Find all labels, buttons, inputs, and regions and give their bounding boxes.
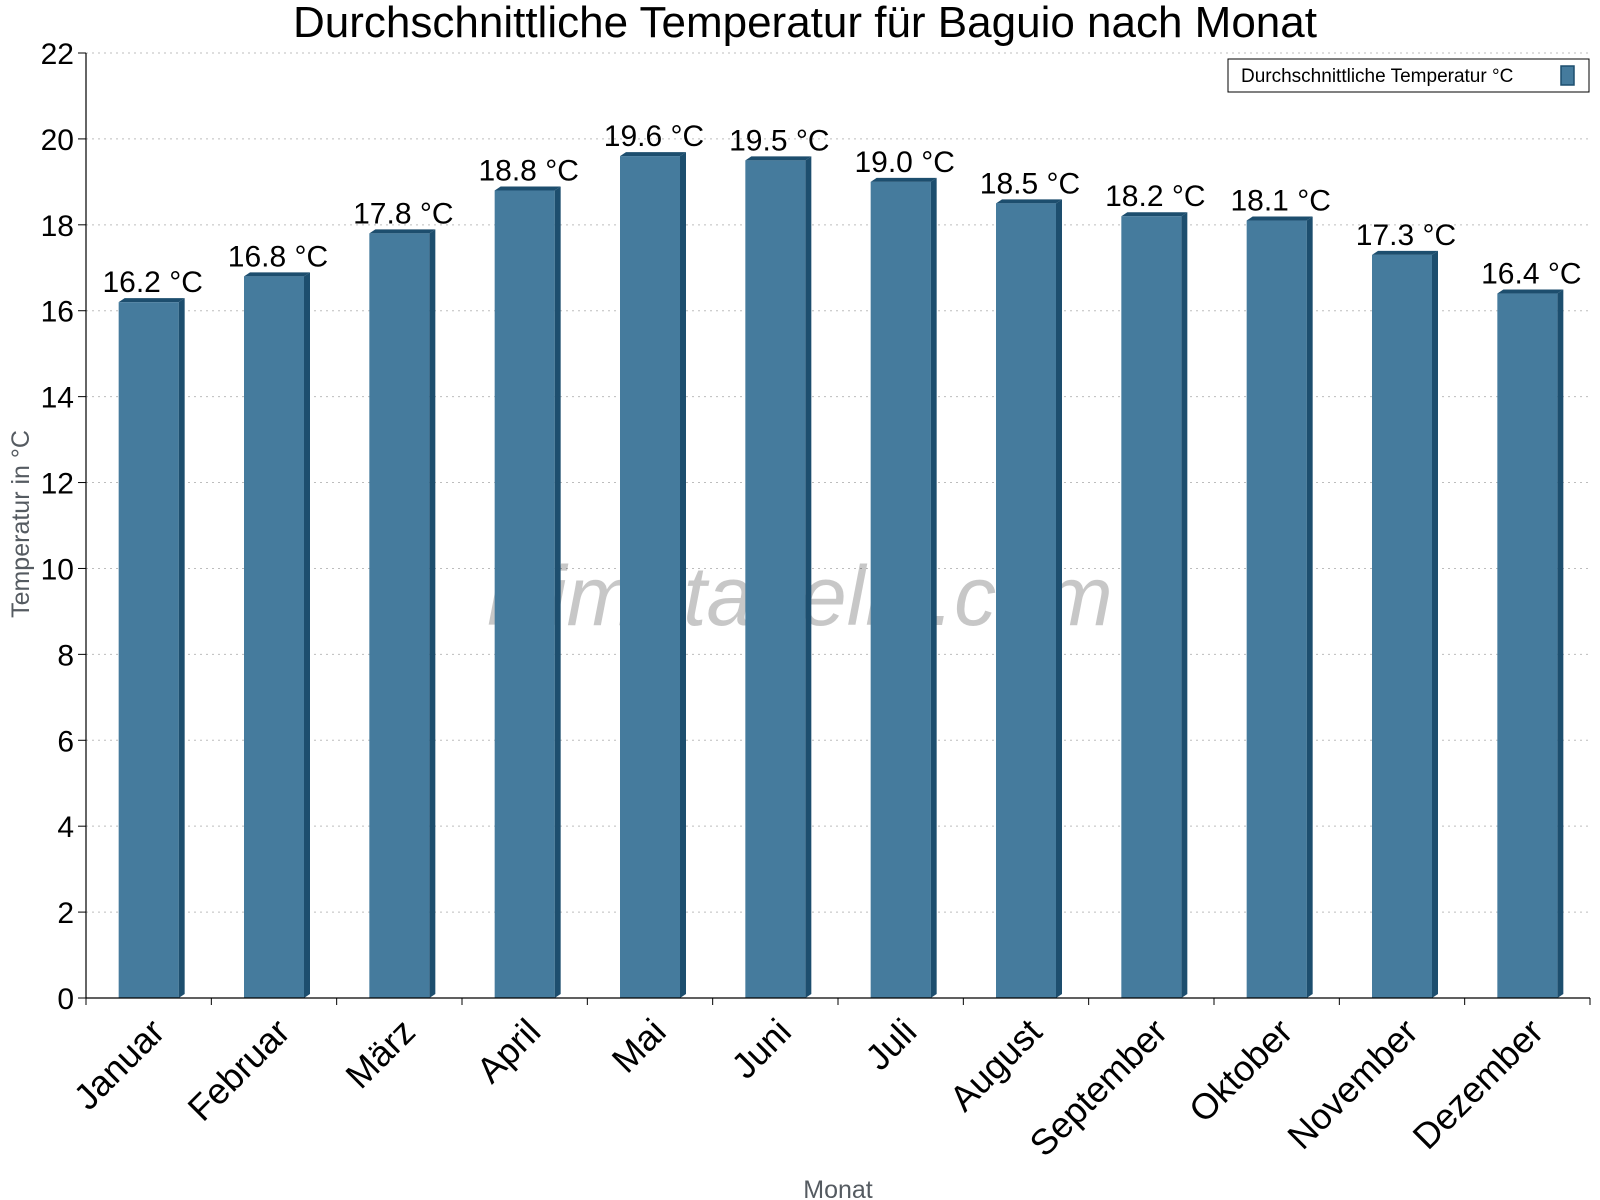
x-tick-label: März [337, 1011, 423, 1097]
bars [118, 152, 1564, 999]
data-label: 18.8 °C [478, 154, 578, 187]
x-tick-label: Dezember [1405, 1011, 1551, 1157]
bar-top [745, 156, 812, 161]
data-label: 18.5 °C [980, 167, 1080, 200]
y-tick-label: 2 [57, 897, 74, 930]
y-tick-label: 8 [57, 639, 74, 672]
y-tick-label: 22 [41, 38, 74, 71]
y-tick-label: 6 [57, 725, 74, 758]
bar-side [1056, 199, 1062, 998]
y-tick-label: 0 [57, 983, 74, 1016]
bar-top [369, 229, 436, 234]
legend-label: Durchschnittliche Temperatur °C [1241, 66, 1513, 87]
bar [870, 181, 931, 998]
y-tick-label: 4 [57, 811, 74, 844]
bar [1121, 216, 1182, 998]
x-tick-label: August [941, 1011, 1049, 1119]
bar-side [178, 298, 185, 998]
bar-side [1557, 289, 1564, 999]
bar [244, 276, 304, 998]
x-tick-label: Februar [180, 1011, 298, 1129]
data-label: 19.6 °C [604, 120, 704, 153]
bar [1372, 254, 1432, 999]
bar-side [930, 177, 937, 998]
data-label: 18.2 °C [1105, 180, 1205, 213]
bar [494, 190, 555, 999]
y-tick-label: 10 [41, 553, 74, 586]
legend-swatch [1560, 65, 1575, 86]
bar-side [680, 152, 686, 998]
y-tick-label: 12 [41, 468, 74, 501]
x-tick-label: Juni [723, 1011, 799, 1087]
chart-title: Durchschnittliche Temperatur für Baguio … [293, 0, 1317, 47]
bar-top [996, 199, 1062, 204]
data-label: 19.0 °C [854, 146, 954, 179]
bar-top [620, 152, 686, 157]
bar [1246, 220, 1307, 999]
axes: 0 2 4 6 8 10 12 14 16 18 20 22 [41, 38, 1591, 1016]
legend: Durchschnittliche Temperatur °C [1227, 58, 1590, 93]
bar-side [805, 156, 812, 999]
bar-side [1306, 216, 1313, 999]
data-label: 17.8 °C [353, 197, 453, 230]
bar-top [1121, 212, 1188, 217]
bar-top [244, 272, 310, 277]
bar-top [494, 186, 561, 191]
bar [745, 160, 806, 999]
y-tick-label: 18 [41, 210, 74, 243]
bar-side [304, 272, 310, 998]
data-label: 16.8 °C [228, 240, 328, 273]
data-label: 17.3 °C [1356, 219, 1456, 252]
bar-side [554, 186, 561, 999]
bar-top [1497, 289, 1564, 294]
data-label: 18.1 °C [1230, 185, 1330, 218]
y-tick-label: 20 [41, 124, 74, 157]
bar [996, 203, 1056, 998]
data-label: 16.4 °C [1481, 258, 1581, 291]
bar-top [1372, 250, 1438, 255]
bar-side [1432, 250, 1438, 999]
x-tick-label: Mai [604, 1011, 674, 1081]
data-label: 19.5 °C [729, 124, 829, 157]
bar [1497, 293, 1558, 999]
data-label: 16.2 °C [102, 266, 202, 299]
bar [620, 156, 680, 998]
legend-box [1227, 58, 1590, 93]
x-axis-title: Monat [803, 1176, 873, 1200]
bar [118, 302, 179, 998]
bar-side [429, 229, 436, 999]
x-tick-label: Oktober [1181, 1011, 1301, 1131]
y-axis-title: Temperatur in °C [7, 430, 35, 618]
bar-top [1246, 216, 1313, 221]
bar-top [118, 298, 185, 303]
x-tick-label: Juli [857, 1011, 924, 1078]
grid [86, 52, 1590, 913]
x-tick-label: April [468, 1011, 548, 1091]
x-tick-label: November [1279, 1011, 1425, 1157]
bar [369, 233, 430, 999]
y-tick-label: 16 [41, 296, 74, 329]
bar-top [870, 177, 937, 182]
y-tick-label: 14 [41, 382, 74, 415]
bar-side [1181, 212, 1188, 998]
x-tick-label: September [1021, 1011, 1175, 1165]
x-tick-label: Januar [65, 1011, 172, 1118]
